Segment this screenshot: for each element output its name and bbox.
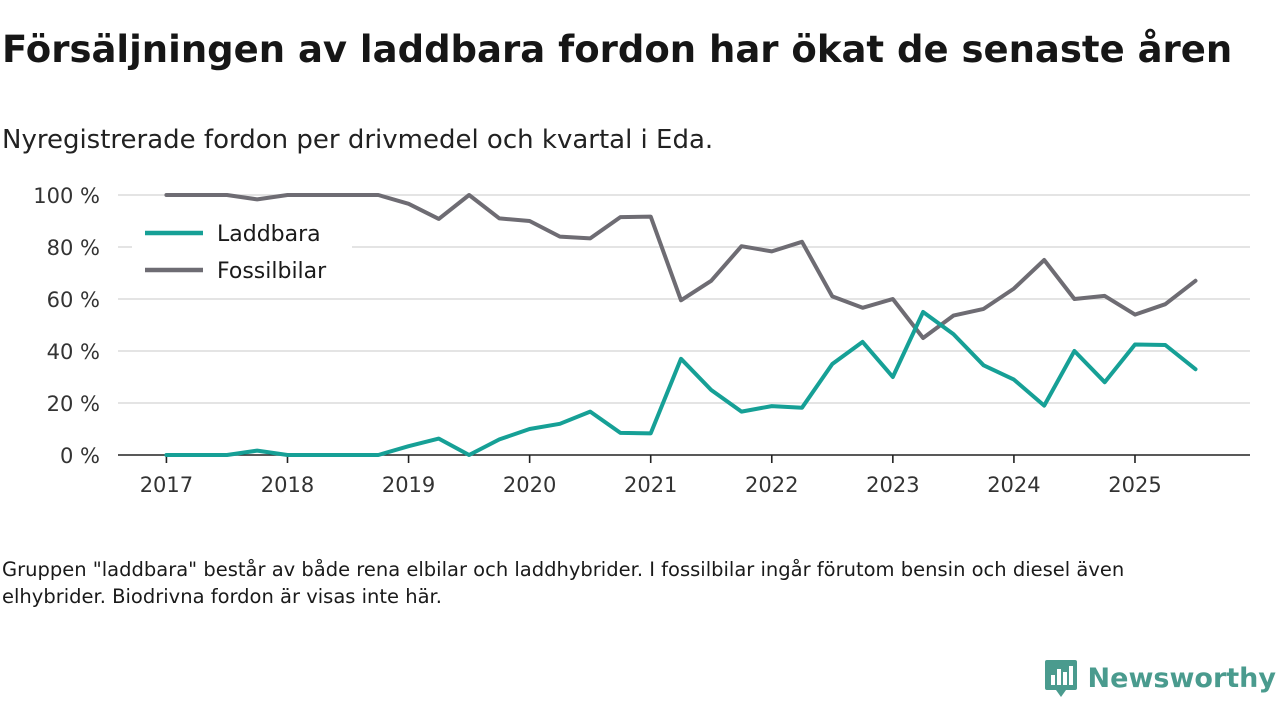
legend-background xyxy=(132,210,352,298)
x-tick-label: 2020 xyxy=(503,473,556,497)
y-tick-label: 100 % xyxy=(33,184,100,208)
x-tick-label: 2018 xyxy=(261,473,314,497)
y-tick-label: 40 % xyxy=(47,340,100,364)
y-tick-label: 80 % xyxy=(47,236,100,260)
brand-name: Newsworthy xyxy=(1087,662,1276,694)
brand-logo[interactable]: Newsworthy xyxy=(1044,658,1276,698)
x-tick-label: 2021 xyxy=(624,473,677,497)
footnote: Gruppen "laddbara" består av både rena e… xyxy=(2,558,1125,608)
legend-label: Fossilbilar xyxy=(217,259,327,284)
legend: Laddbara Fossilbilar xyxy=(132,210,352,298)
x-tick-label: 2025 xyxy=(1108,473,1161,497)
chart-title: Försäljningen av laddbara fordon har öka… xyxy=(2,28,1233,71)
x-tick-label: 2022 xyxy=(745,473,798,497)
chart-subtitle: Nyregistrerade fordon per drivmedel och … xyxy=(2,125,714,155)
x-tick-label: 2019 xyxy=(382,473,435,497)
legend-label: Laddbara xyxy=(217,222,321,247)
y-tick-label: 20 % xyxy=(47,392,100,416)
x-tick-label: 2024 xyxy=(987,473,1040,497)
y-tick-label: 60 % xyxy=(47,288,100,312)
y-tick-label: 0 % xyxy=(60,444,100,468)
x-tick-label: 2023 xyxy=(866,473,919,497)
line-chart: 0 % 20 % 40 % 60 % 80 % 100 % 2017 2018 2019 2020… xyxy=(33,184,1250,497)
x-tick-label: 2017 xyxy=(140,473,193,497)
series-lines xyxy=(164,193,1198,457)
axes: 0 % 20 % 40 % 60 % 80 % 100 % 2017 2018 2019 2020… xyxy=(33,184,1250,497)
series-line-laddbara xyxy=(164,310,1198,457)
series-line-fossilbilar xyxy=(164,193,1198,340)
newsworthy-logo-icon xyxy=(1044,660,1077,697)
